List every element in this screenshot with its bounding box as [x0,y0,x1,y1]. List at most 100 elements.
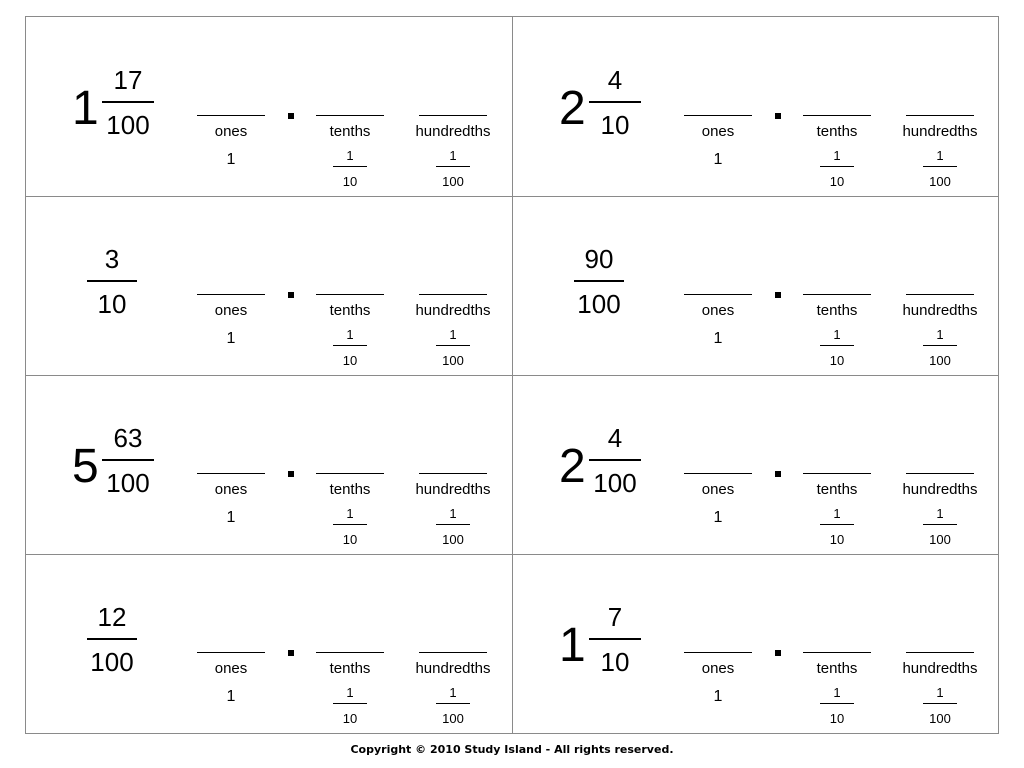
hundredths-label: hundredths [415,302,491,319]
hundredths-value-denominator: 100 [929,174,951,189]
fraction-card: 1 7 10 ones tenths hundredths 1 1 10 1 100 [513,554,999,733]
tenths-value-bar [820,166,854,167]
hundredths-label: hundredths [415,660,491,677]
hundredths-answer-blank[interactable] [906,652,974,653]
fraction-bar [589,459,641,461]
whole-number: 1 [559,619,586,672]
hundredths-value-denominator: 100 [442,174,464,189]
tenths-label: tenths [816,481,858,498]
tenths-value-denominator: 10 [829,711,845,726]
tenths-answer-blank[interactable] [803,473,871,474]
hundredths-value-bar [923,524,957,525]
hundredths-answer-blank[interactable] [419,652,487,653]
fraction-denominator: 100 [593,468,637,498]
ones-answer-blank[interactable] [684,115,752,116]
tenths-answer-blank[interactable] [803,294,871,295]
tenths-label: tenths [329,481,371,498]
tenths-value-bar [820,703,854,704]
tenths-value-bar [820,345,854,346]
whole-number: 1 [72,82,99,135]
hundredths-label: hundredths [902,302,978,319]
fraction-denominator: 100 [106,468,150,498]
hundredths-value-numerator: 1 [449,685,457,700]
tenths-answer-blank[interactable] [803,115,871,116]
tenths-label: tenths [329,123,371,140]
tenths-value-bar [333,345,367,346]
fraction-card: 2 4 10 ones tenths hundredths 1 1 10 1 100 [513,17,999,196]
fraction-card: 2 4 100 ones tenths hundredths 1 1 10 1 100 [513,375,999,554]
row-divider [26,196,998,197]
ones-value: 1 [226,509,236,526]
hundredths-answer-blank[interactable] [419,115,487,116]
fraction-numerator: 17 [113,65,143,95]
decimal-point [775,471,781,477]
tenths-value-bar [333,166,367,167]
fraction-denominator: 10 [600,110,630,140]
decimal-point [288,292,294,298]
tenths-answer-blank[interactable] [316,294,384,295]
tenths-answer-blank[interactable] [803,652,871,653]
hundredths-value-numerator: 1 [936,685,944,700]
fraction-numerator: 90 [584,244,614,274]
fraction-card: 5 63 100 ones tenths hundredths 1 1 10 1 100 [26,375,512,554]
tenths-value-numerator: 1 [833,148,841,163]
hundredths-value-bar [923,166,957,167]
hundredths-value-denominator: 100 [442,353,464,368]
hundredths-value-bar [436,345,470,346]
hundredths-answer-blank[interactable] [419,294,487,295]
ones-label: ones [701,123,735,140]
hundredths-value-denominator: 100 [442,532,464,547]
hundredths-value-numerator: 1 [936,506,944,521]
tenths-label: tenths [329,302,371,319]
whole-number: 5 [72,440,99,493]
decimal-point [775,650,781,656]
hundredths-answer-blank[interactable] [906,294,974,295]
fraction-denominator: 100 [90,647,134,677]
fraction-bar [102,101,154,103]
fraction-denominator: 10 [97,289,127,319]
decimal-point [288,471,294,477]
tenths-value-denominator: 10 [342,532,358,547]
decimal-point [288,650,294,656]
ones-label: ones [701,302,735,319]
ones-value: 1 [226,330,236,347]
fraction-numerator: 63 [113,423,143,453]
hundredths-answer-blank[interactable] [906,115,974,116]
hundredths-value-denominator: 100 [442,711,464,726]
fraction-bar [589,638,641,640]
worksheet-grid: 1 17 100 ones tenths hundredths 1 1 10 1 100 2 4 10 on… [25,16,999,734]
tenths-value-denominator: 10 [829,532,845,547]
tenths-value-denominator: 10 [829,353,845,368]
fraction-bar [87,638,137,640]
tenths-value-denominator: 10 [342,353,358,368]
hundredths-value-bar [436,524,470,525]
ones-answer-blank[interactable] [684,473,752,474]
ones-answer-blank[interactable] [197,115,265,116]
tenths-value-bar [333,524,367,525]
tenths-value-bar [820,524,854,525]
tenths-value-denominator: 10 [342,711,358,726]
ones-answer-blank[interactable] [684,294,752,295]
tenths-value-numerator: 1 [833,327,841,342]
ones-label: ones [214,123,248,140]
ones-label: ones [214,660,248,677]
ones-answer-blank[interactable] [684,652,752,653]
tenths-answer-blank[interactable] [316,652,384,653]
hundredths-answer-blank[interactable] [419,473,487,474]
ones-answer-blank[interactable] [197,473,265,474]
tenths-answer-blank[interactable] [316,473,384,474]
ones-answer-blank[interactable] [197,652,265,653]
ones-value: 1 [713,509,723,526]
tenths-answer-blank[interactable] [316,115,384,116]
fraction-card: 12 100 ones tenths hundredths 1 1 10 1 100 [26,554,512,733]
hundredths-answer-blank[interactable] [906,473,974,474]
fraction-card: 90 100 ones tenths hundredths 1 1 10 1 100 [513,196,999,375]
hundredths-value-numerator: 1 [449,506,457,521]
hundredths-value-bar [436,703,470,704]
decimal-point [775,292,781,298]
ones-answer-blank[interactable] [197,294,265,295]
tenths-value-numerator: 1 [346,685,354,700]
tenths-value-numerator: 1 [833,506,841,521]
hundredths-label: hundredths [415,481,491,498]
fraction-denominator: 10 [600,647,630,677]
